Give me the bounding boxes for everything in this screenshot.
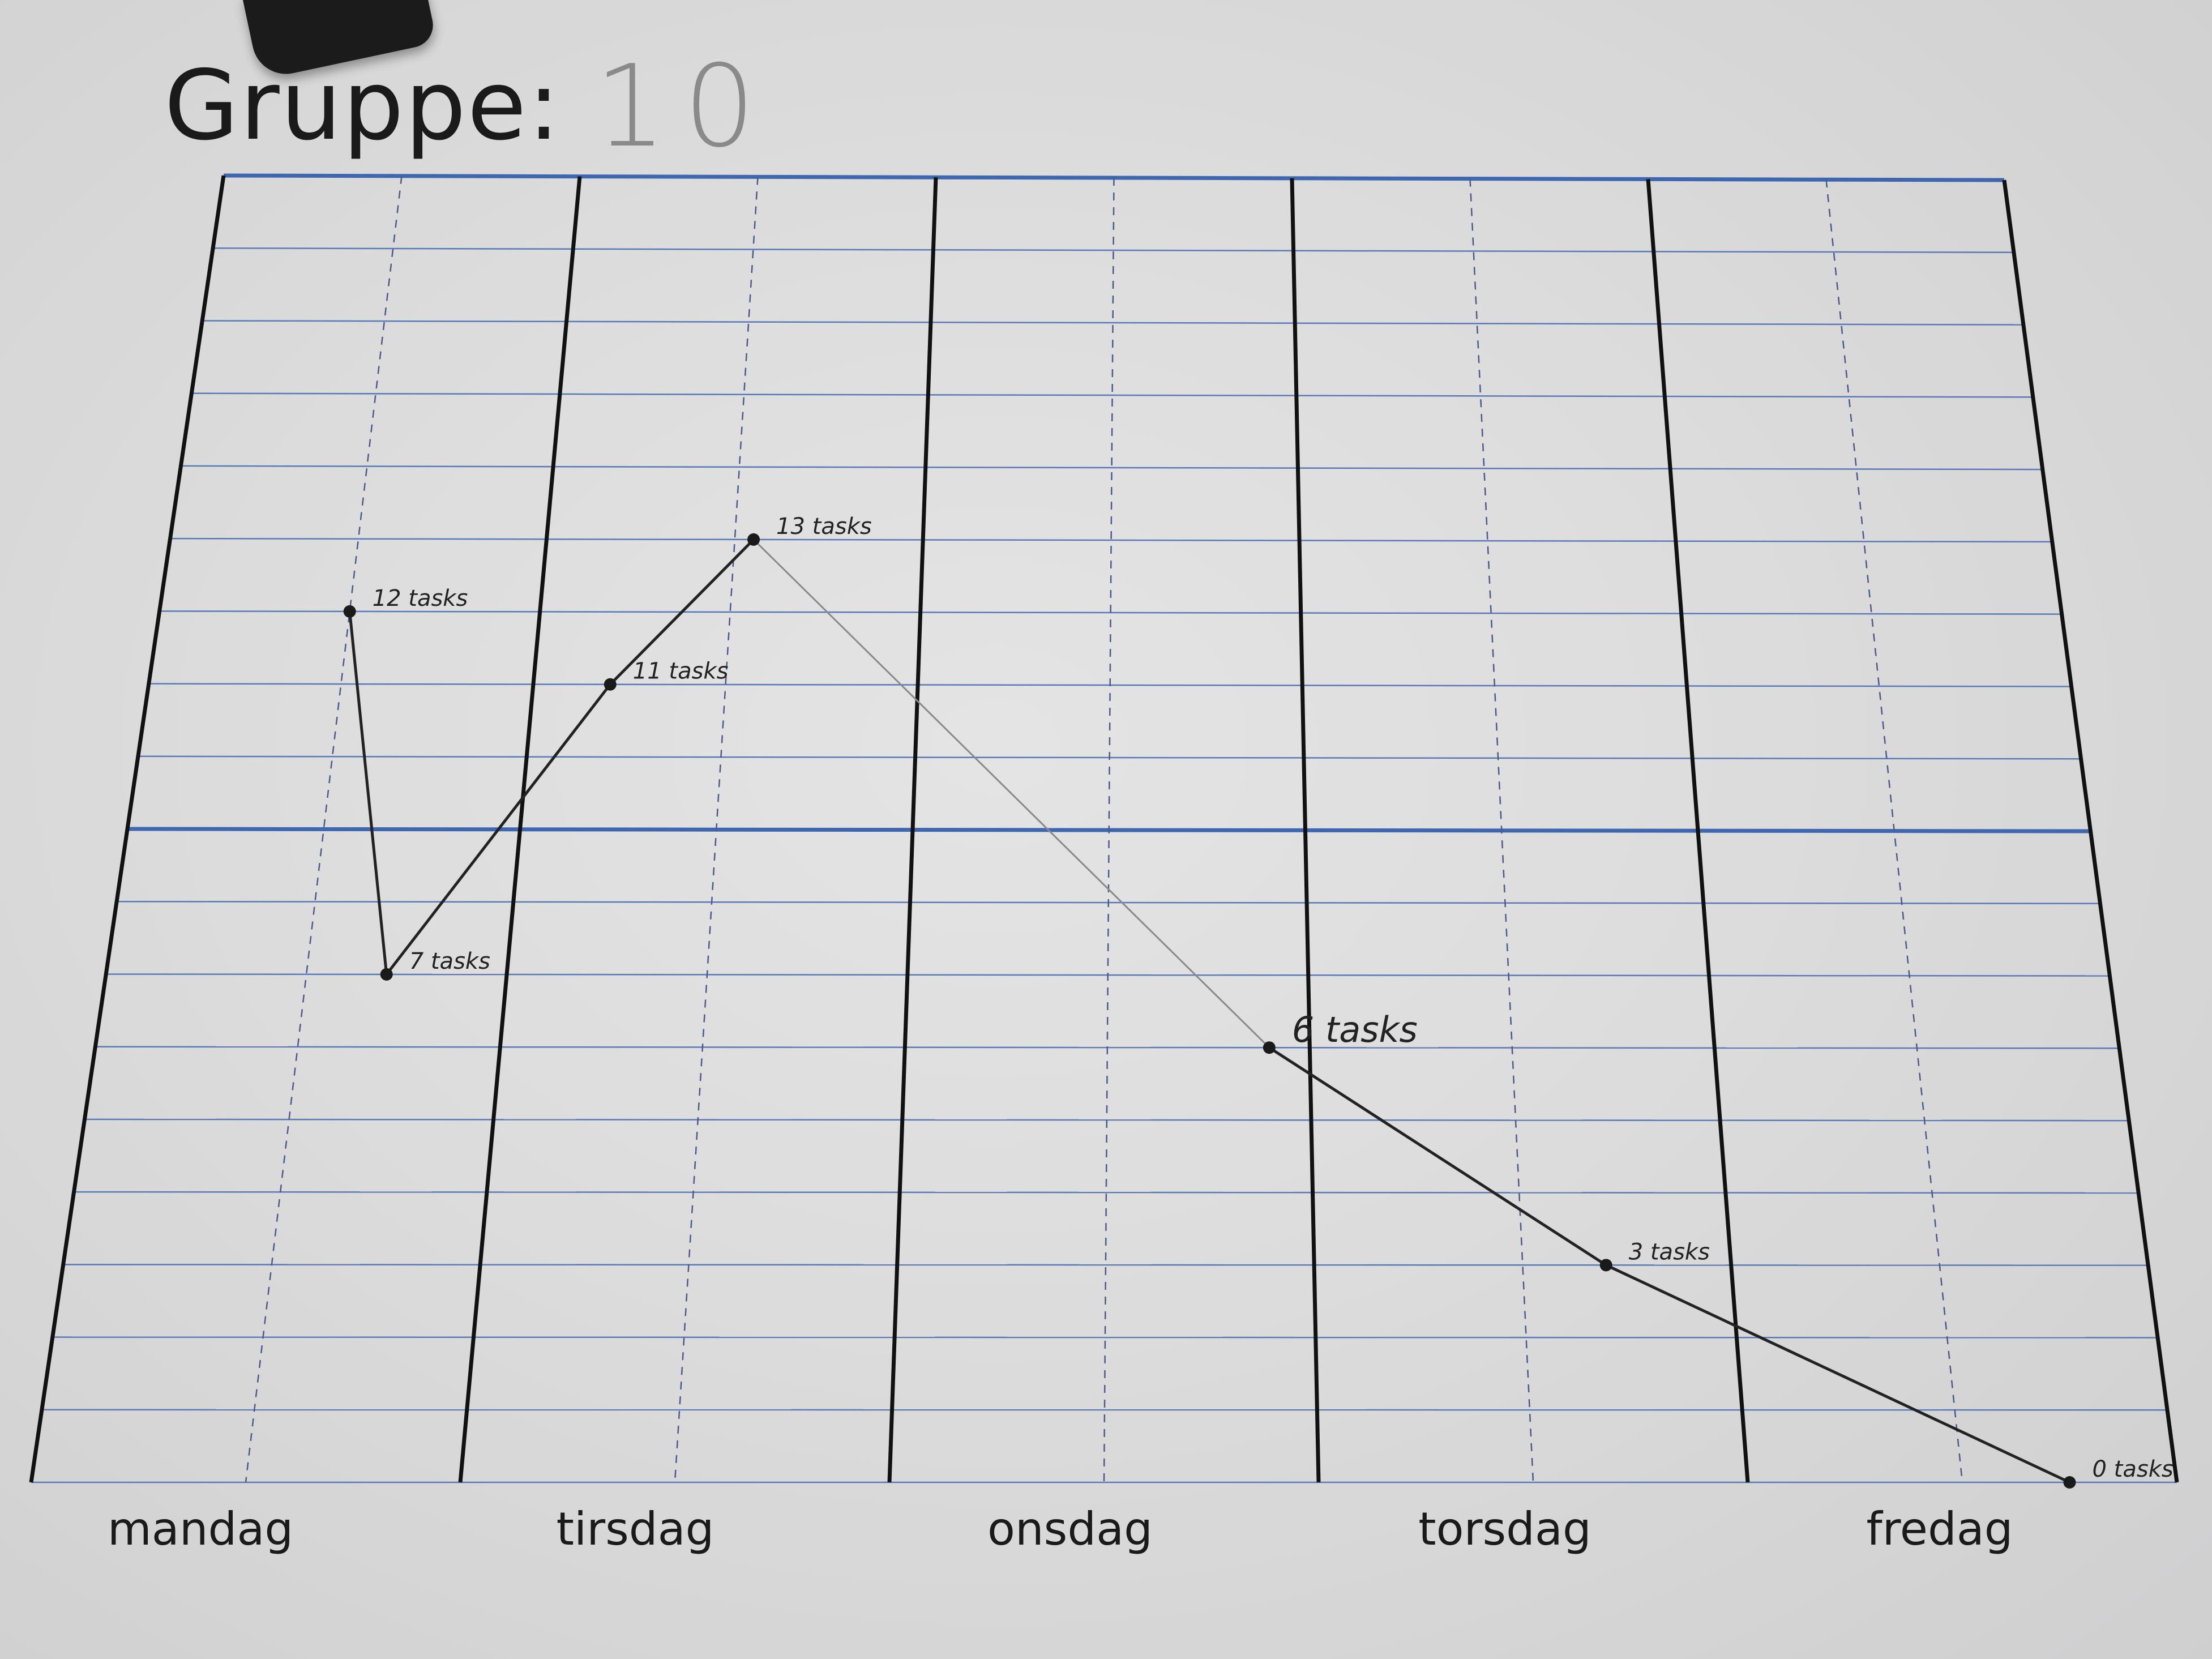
day-divider-line	[458, 176, 582, 1483]
data-label: 3 tasks	[1629, 1239, 1710, 1265]
series-segment	[1605, 1263, 2071, 1484]
day-divider-line	[1646, 179, 1750, 1483]
data-point	[1263, 1041, 1276, 1054]
day-divider-line	[887, 177, 938, 1483]
day-divider-line	[2002, 179, 2179, 1483]
midday-divider-line	[1103, 177, 1115, 1483]
group-number: 10	[594, 41, 773, 173]
data-point	[2063, 1476, 2076, 1489]
midday-divider-line	[245, 176, 403, 1483]
midday-divider-line	[674, 177, 759, 1483]
page-title: Gruppe:	[164, 50, 562, 162]
x-tick-label: fredag	[1866, 1503, 2013, 1555]
chart-series-line	[348, 538, 2071, 1484]
series-segment	[348, 610, 388, 976]
midday-divider-line	[1825, 179, 1963, 1483]
gridline	[191, 392, 2033, 398]
x-tick-label: torsdag	[1418, 1503, 1591, 1555]
series-segment	[609, 538, 755, 686]
series-segment	[752, 538, 1270, 1049]
x-tick-label: tirsdag	[557, 1503, 714, 1555]
gridline	[170, 537, 2052, 543]
gridline	[213, 247, 2014, 254]
data-label: 12 tasks	[373, 585, 468, 612]
gridline	[202, 320, 2023, 326]
chart-x-axis: mandag tirsdag onsdag torsdag fredag	[108, 1503, 2013, 1555]
day-divider-line	[1290, 178, 1321, 1483]
data-label: 13 tasks	[776, 514, 872, 540]
data-point	[747, 533, 760, 546]
day-divider-line	[29, 175, 226, 1483]
chart-points	[343, 533, 2076, 1489]
chart-point-labels: 12 tasks 7 tasks 11 tasks 13 tasks 6 tasks 3 …	[373, 514, 2174, 1482]
x-tick-label: onsdag	[987, 1503, 1153, 1555]
gridline	[181, 465, 2043, 471]
gridline	[63, 1264, 2149, 1266]
series-segment	[385, 683, 612, 976]
data-label: 6 tasks	[1292, 1009, 1418, 1050]
chart-grid	[29, 173, 2179, 1483]
midday-divider-line	[1469, 178, 1534, 1483]
data-point	[604, 678, 617, 691]
data-label: 0 tasks	[2093, 1456, 2174, 1482]
gridline	[159, 610, 2062, 615]
data-label: 7 tasks	[409, 948, 490, 974]
data-label: 11 tasks	[633, 659, 729, 685]
gridline	[74, 1191, 2139, 1194]
gridline	[52, 1336, 2158, 1339]
x-tick-label: mandag	[108, 1503, 293, 1555]
data-point	[343, 605, 356, 618]
series-segment	[1268, 1046, 1608, 1267]
data-point	[1599, 1259, 1612, 1272]
data-point	[380, 968, 393, 981]
